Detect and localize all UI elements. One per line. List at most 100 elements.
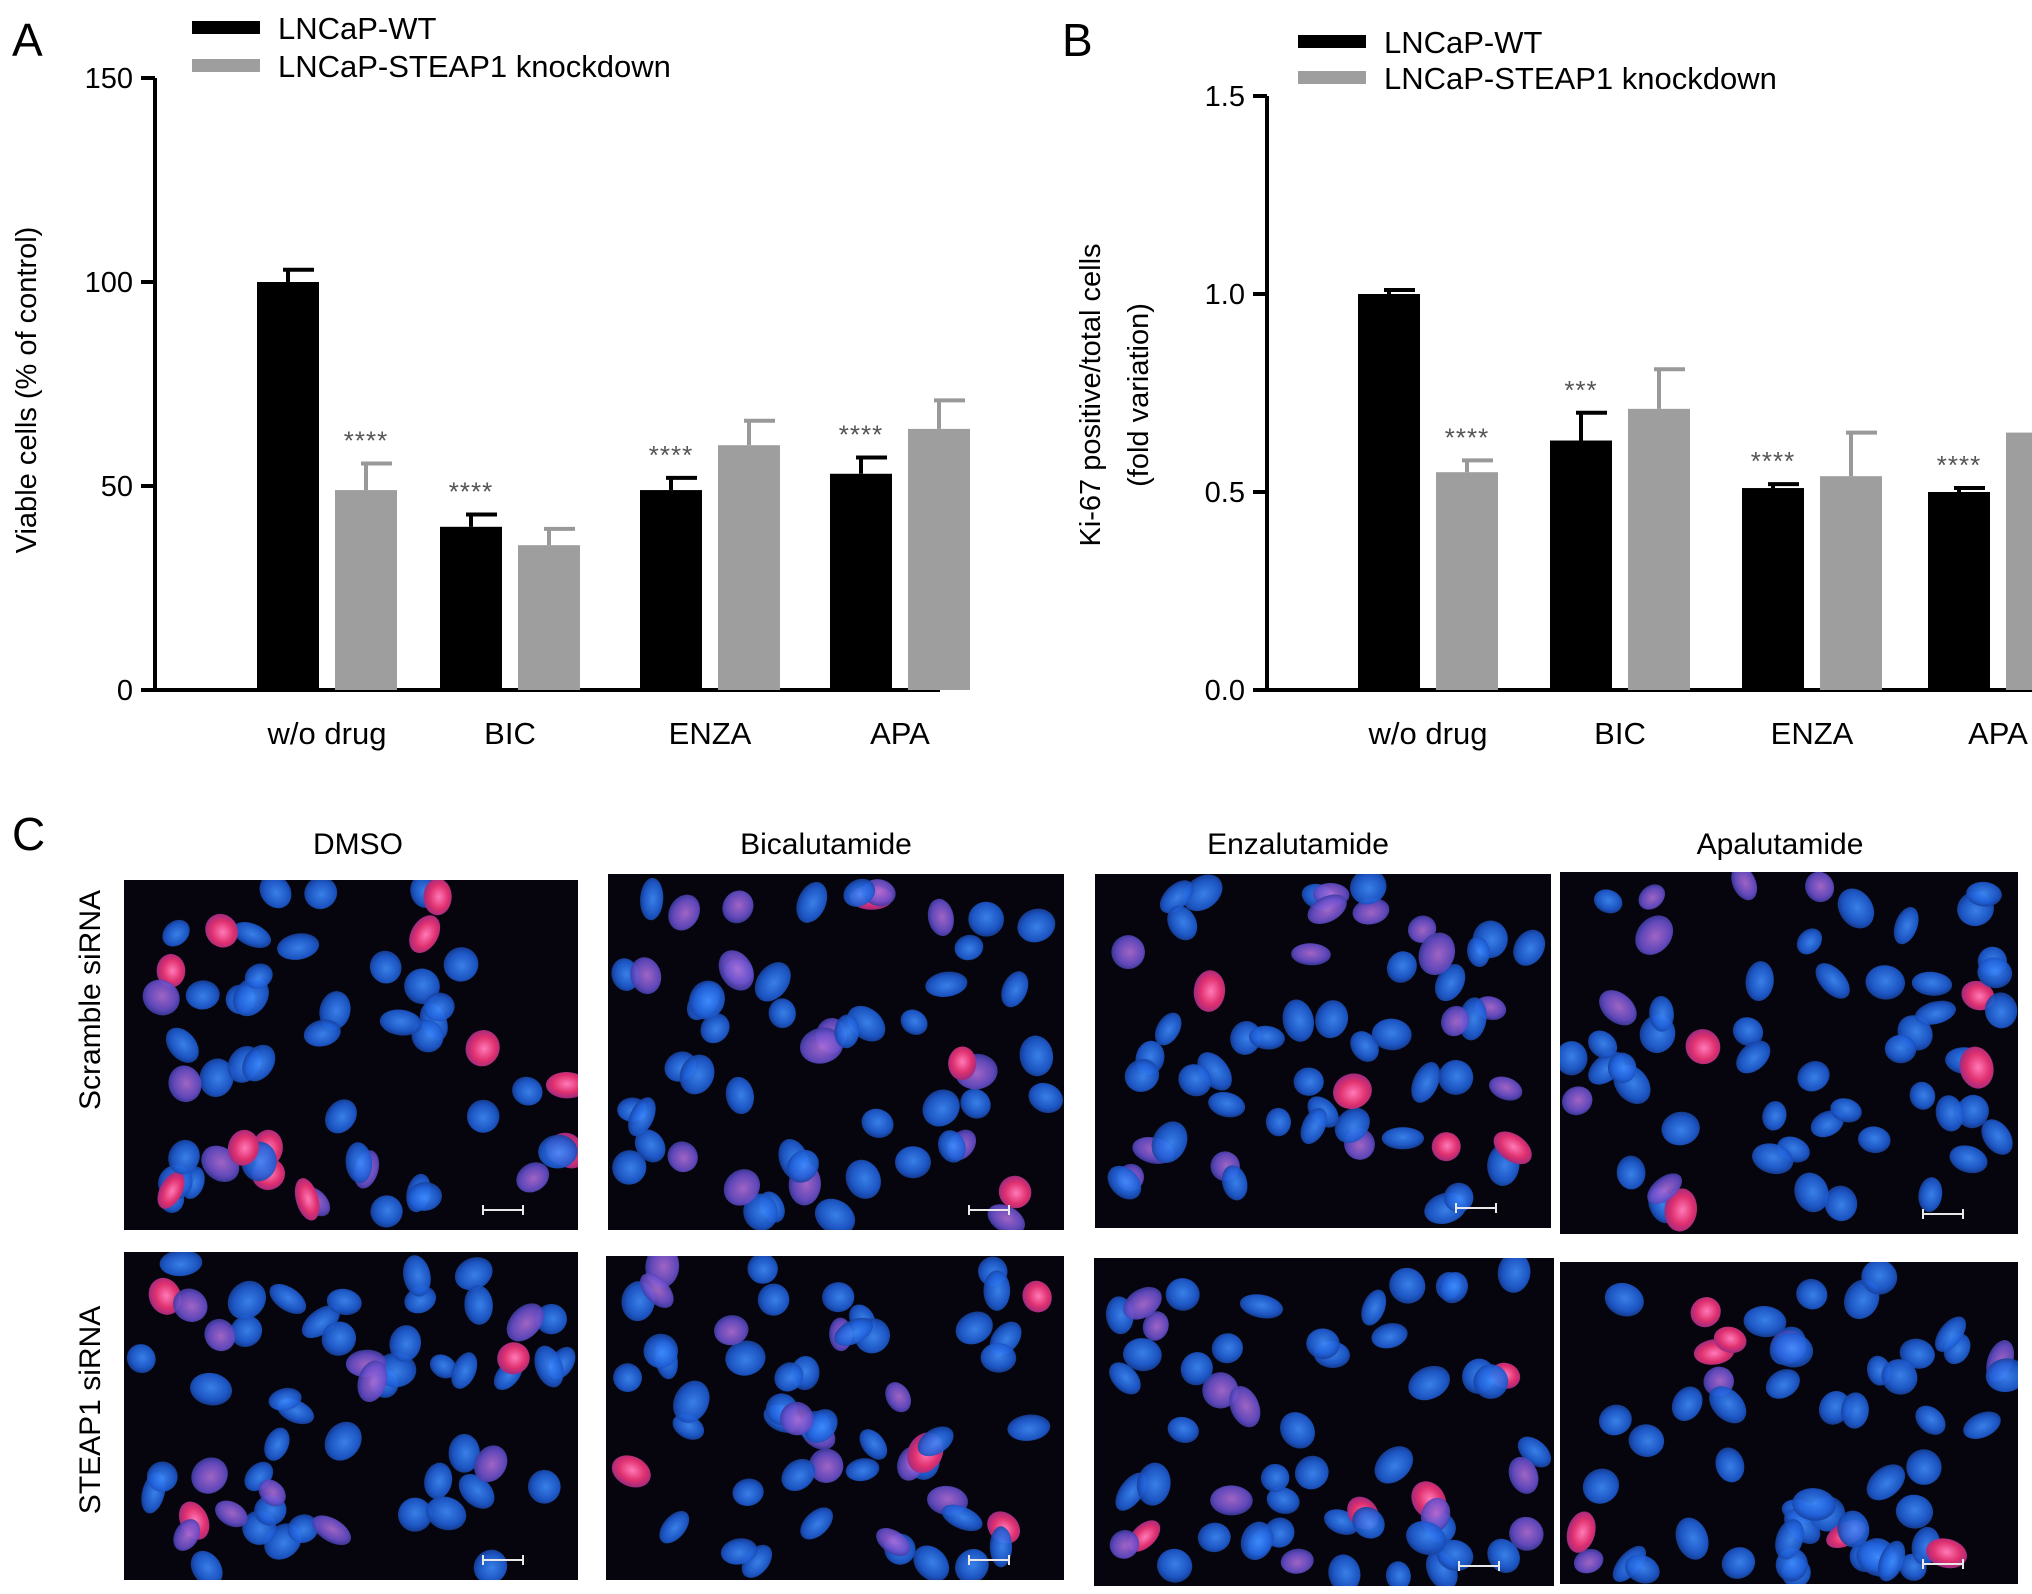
nucleus: [1266, 1487, 1300, 1514]
nucleus: [142, 979, 180, 1016]
nucleus: [1861, 1262, 1898, 1295]
nucleus: [1830, 1098, 1862, 1123]
nucleus: [1221, 1165, 1248, 1201]
legend-label-b-0: LNCaP-WT: [1384, 25, 1543, 60]
nucleus: [1877, 1540, 1906, 1582]
ki67-positive-nucleus: [1685, 1029, 1721, 1065]
nucleus: [1647, 1173, 1682, 1204]
nucleus: [1792, 1488, 1836, 1521]
nucleus: [443, 947, 479, 982]
ki67-positive-nucleus: [998, 1175, 1032, 1209]
legend-label-b-1: LNCaP-STEAP1 knockdown: [1384, 61, 1777, 96]
nucleus: [357, 1360, 388, 1403]
nucleus: [781, 1458, 816, 1492]
category-label-b: w/o drug: [1368, 716, 1488, 751]
ki67-positive-nucleus: [1566, 1511, 1596, 1553]
nucleus: [1561, 1086, 1593, 1116]
nucleus: [1638, 884, 1666, 910]
nucleus: [1109, 1530, 1140, 1559]
nucleus: [1487, 1538, 1520, 1574]
micrograph-tile-7: [1094, 1258, 1554, 1586]
ki67-positive-nucleus: [1332, 1073, 1372, 1110]
nucleus: [527, 1469, 561, 1504]
nucleus: [1334, 1107, 1370, 1144]
panel-letter-c: C: [12, 808, 45, 860]
nucleus: [1593, 889, 1623, 914]
nucleus: [326, 1288, 362, 1316]
nucleus: [215, 1500, 248, 1528]
nucleus: [1361, 1289, 1387, 1326]
nuclei-group: [1560, 872, 2018, 1232]
nucleus: [1841, 1392, 1869, 1429]
nucleus: [917, 1426, 954, 1457]
nucleus: [1438, 1060, 1474, 1095]
bar-b-s0-0: [1358, 294, 1420, 690]
nucleus: [232, 922, 271, 948]
nucleus: [643, 1333, 679, 1369]
nucleus: [324, 1421, 362, 1461]
nucleus: [466, 1099, 500, 1133]
row-title-scramble-sirna: Scramble siRNA: [74, 890, 107, 1110]
nucleus: [458, 1473, 495, 1509]
nucleus: [190, 1372, 233, 1406]
nucleus: [1918, 1177, 1943, 1212]
nucleus: [799, 1027, 844, 1064]
nucleus: [913, 1545, 950, 1580]
nucleus: [1352, 898, 1390, 925]
nucleus: [1771, 1332, 1814, 1368]
nucleus: [1280, 1548, 1314, 1574]
y-tick-label-b: 1.0: [1205, 279, 1245, 311]
nucleus: [834, 1014, 860, 1049]
nucleus: [1473, 1364, 1509, 1399]
micrograph-tile-3: [1095, 874, 1551, 1228]
nucleus: [258, 1479, 286, 1507]
ki67-positive-nucleus: [1664, 1188, 1698, 1232]
nucleus: [312, 1515, 352, 1546]
nucleus: [1732, 1017, 1764, 1047]
nucleus: [1124, 1059, 1160, 1092]
bar-a-s1-0: [335, 490, 397, 690]
nucleus: [172, 1288, 208, 1323]
bar-b-s0-1: [1550, 440, 1612, 690]
axes-a: 0 50 100 150 Viable cells (% of control) w/o …: [11, 63, 940, 751]
nucleus: [1599, 990, 1637, 1026]
nucleus: [822, 1282, 855, 1313]
nucleus: [1440, 1005, 1470, 1037]
nucleus: [628, 1097, 656, 1137]
nucleus: [843, 878, 876, 907]
panel-letter-a: A: [12, 14, 43, 66]
nucleus: [1167, 1416, 1199, 1444]
nucleus: [983, 1270, 1011, 1311]
nucleus: [1291, 943, 1331, 966]
nucleus: [774, 1362, 804, 1392]
bars-a: **** **** **** ****: [257, 267, 970, 690]
nucleus: [268, 1387, 302, 1411]
nucleus: [1265, 1107, 1291, 1137]
ki67-positive-nucleus: [497, 1342, 530, 1375]
nucleus: [199, 1058, 234, 1098]
nucleus: [259, 880, 292, 909]
nucleus: [1371, 1018, 1412, 1051]
nucleus: [894, 1146, 931, 1179]
nucleus: [1019, 1035, 1054, 1077]
bar-b-s0-3: [1928, 492, 1990, 690]
nucleus: [424, 1462, 453, 1499]
nucleus: [1381, 1127, 1425, 1150]
nucleus: [1598, 1404, 1632, 1436]
nucleus: [1909, 1081, 1936, 1110]
row-title-steap1-sirna: STEAP1 siRNA: [74, 1306, 107, 1514]
micrograph-tile-6: [606, 1256, 1064, 1580]
column-title-apalutamide: Apalutamide: [1697, 828, 1864, 861]
category-label-a: w/o drug: [267, 716, 387, 751]
nucleus: [1935, 1095, 1964, 1132]
bar-a-s0-3: [830, 473, 892, 690]
y-axis-title-b-line1: Ki-67 positive/total cells: [1075, 243, 1107, 546]
nucleus: [1731, 872, 1758, 901]
nucleus: [1307, 894, 1347, 924]
ki67-positive-nucleus: [1961, 980, 1995, 1011]
nucleus: [1142, 1311, 1169, 1341]
nucleus: [1635, 915, 1674, 955]
ki67-positive-nucleus: [205, 913, 239, 948]
significance-a-s0-2: ****: [649, 440, 693, 470]
